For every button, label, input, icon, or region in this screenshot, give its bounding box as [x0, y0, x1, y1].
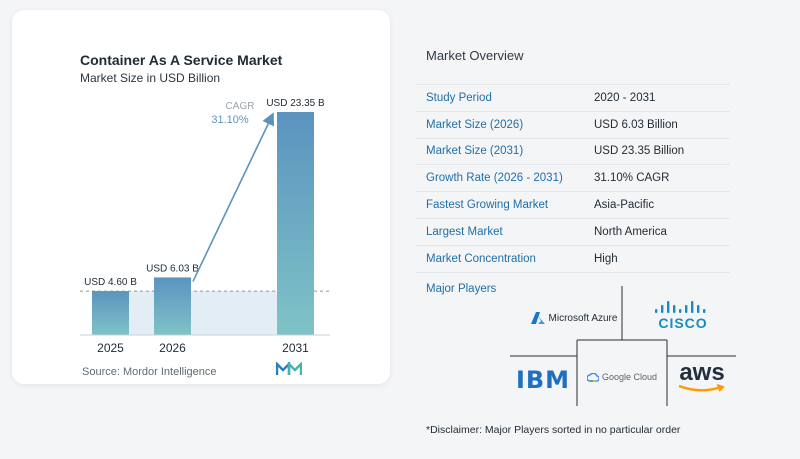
row-value: USD 23.35 Billion — [584, 138, 730, 166]
chart-subtitle: Market Size in USD Billion — [80, 71, 221, 85]
row-value: High — [584, 245, 730, 273]
row-key: Market Concentration — [416, 245, 584, 273]
table-row: Market Size (2026) USD 6.03 Billion — [416, 111, 730, 139]
row-value: Asia-Pacific — [584, 191, 730, 219]
table-row: Market Concentration High — [416, 245, 730, 273]
aws-smile-icon — [678, 384, 725, 392]
table-row: Fastest Growing Market Asia-Pacific — [416, 191, 730, 219]
player-name: IBM — [515, 366, 571, 394]
row-key: Growth Rate (2026 - 2031) — [416, 164, 584, 193]
row-value: 31.10% CAGR — [584, 164, 730, 193]
data-label: USD 23.35 B — [266, 98, 325, 109]
disclaimer-text: *Disclaimer: Major Players sorted in no … — [426, 424, 681, 436]
row-key: Market Size (2026) — [416, 111, 584, 139]
player-name: aws — [679, 359, 725, 386]
ibm-logo: IBM — [510, 364, 576, 396]
table-row: Market Size (2031) USD 23.35 Billion — [416, 138, 730, 166]
data-label: USD 4.60 B — [84, 277, 137, 288]
table-row: Largest Market North America — [416, 218, 730, 246]
row-key: Study Period — [416, 84, 584, 112]
bar-2026 — [154, 277, 191, 335]
data-label: USD 6.03 B — [146, 263, 199, 274]
row-key: Market Size (2031) — [416, 138, 584, 166]
major-players-grid: Microsoft Azure cisco IBM — [510, 286, 736, 406]
major-players-title: Major Players — [426, 283, 497, 295]
aws-logo: aws — [670, 358, 734, 398]
row-key: Largest Market — [416, 218, 584, 246]
chart-title: Container As A Service Market — [80, 52, 283, 68]
x-tick-label: 2026 — [159, 341, 186, 355]
overview-panel: Market Overview Study Period 2020 - 2031… — [416, 0, 800, 459]
row-value: USD 6.03 Billion — [584, 111, 730, 139]
table-row: Study Period 2020 - 2031 — [416, 84, 730, 112]
chart-source: Source: Mordor Intelligence — [82, 366, 217, 378]
google-cloud-logo: Google Cloud — [579, 364, 665, 390]
mordor-logo-icon — [275, 361, 303, 381]
x-tick-label: 2031 — [282, 341, 309, 355]
row-value: North America — [584, 218, 730, 246]
bar-2025 — [92, 291, 129, 335]
player-name: Microsoft Azure — [548, 312, 618, 324]
cagr-arrow — [192, 112, 275, 282]
bar-2031 — [277, 112, 314, 335]
player-name: cisco — [658, 315, 708, 331]
player-name: Google Cloud — [601, 372, 658, 382]
table-row: Growth Rate (2026 - 2031) 31.10% CAGR — [416, 164, 730, 193]
google-cloud-icon — [586, 372, 599, 382]
bar-chart: USD 4.60 B 2025 USD 6.03 B 2026 USD 23.35 B 2… — [80, 98, 330, 355]
microsoft-azure-logo: Microsoft Azure — [530, 306, 618, 330]
overview-table: Study Period 2020 - 2031 Market Size (20… — [416, 84, 730, 273]
row-key: Fastest Growing Market — [416, 191, 584, 219]
cisco-logo: cisco — [638, 296, 728, 336]
cagr-value: 31.10% — [211, 114, 249, 126]
overview-title: Market Overview — [426, 48, 524, 63]
row-value: 2020 - 2031 — [584, 84, 730, 112]
azure-icon — [530, 312, 545, 324]
cisco-bars-icon — [655, 301, 706, 313]
cagr-label: CAGR — [226, 101, 255, 112]
x-tick-label: 2025 — [97, 341, 124, 355]
players-grid-lines — [510, 286, 736, 406]
